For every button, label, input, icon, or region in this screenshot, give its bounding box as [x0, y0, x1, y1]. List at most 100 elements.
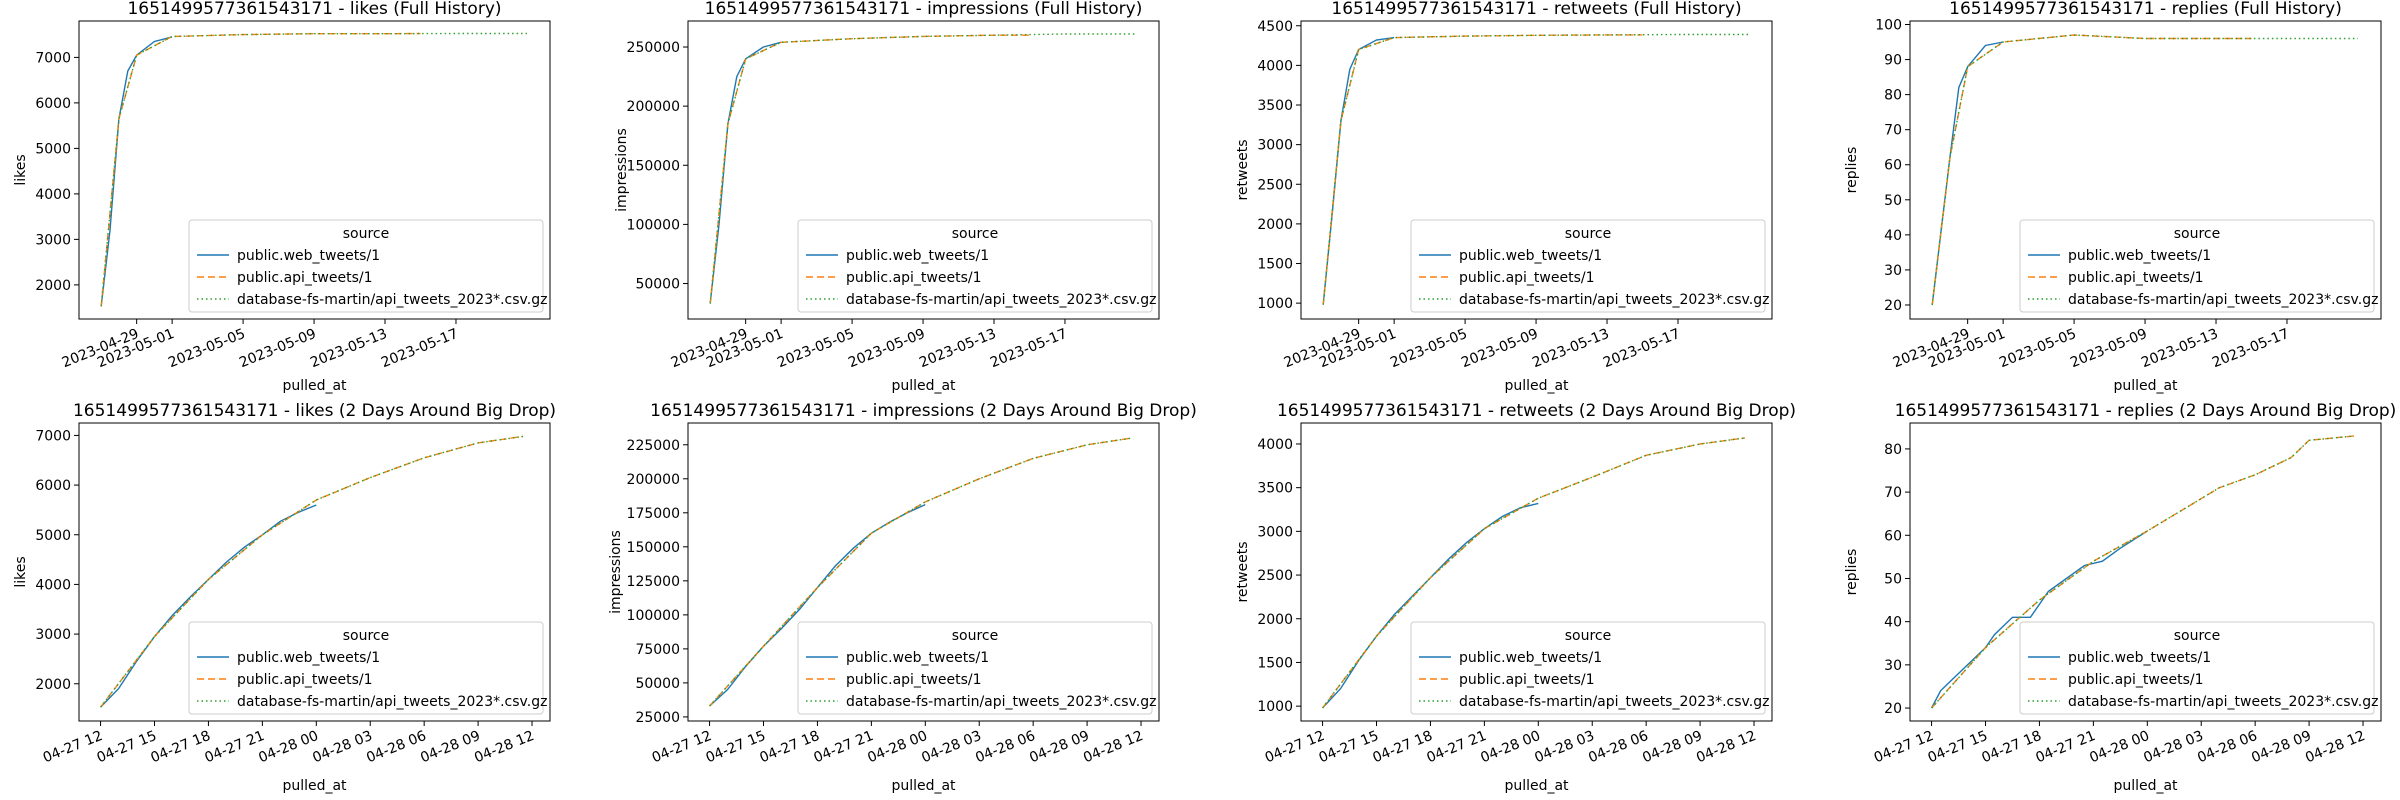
x-tick-label: 04-27 12	[650, 728, 714, 766]
series-line	[100, 36, 173, 307]
chart-title: 1651499577361543171 - impressions (2 Day…	[650, 401, 1197, 421]
y-tick-label: 3500	[1257, 98, 1293, 114]
legend-title: source	[1565, 226, 1612, 242]
x-tick-label: 04-28 06	[973, 728, 1037, 766]
x-tick-label: 04-27 21	[203, 728, 267, 766]
x-tick-label: 04-28 09	[1027, 728, 1091, 766]
y-tick-label: 175000	[627, 506, 680, 522]
legend: source public.web_tweets/1 public.api_twee…	[797, 219, 1156, 313]
y-tick-label: 50000	[635, 676, 680, 692]
chart-title: 1651499577361543171 - retweets (2 Days A…	[1277, 401, 1796, 421]
x-tick-label: 04-27 12	[41, 728, 105, 766]
y-tick-label: 7000	[35, 428, 71, 444]
y-tick-label: 80	[1884, 88, 1902, 104]
x-tick-label: 2023-05-05	[1388, 326, 1469, 371]
legend-label: database-fs-martin/api_tweets_2023*.csv.…	[237, 694, 547, 710]
y-tick-label: 200000	[627, 99, 680, 115]
legend-label: public.api_tweets/1	[2068, 672, 2204, 688]
x-tick-label: 2023-05-13	[1530, 326, 1611, 371]
y-tick-label: 100	[1875, 18, 1902, 34]
x-tick-label: 2023-05-17	[379, 326, 460, 371]
series-line	[1322, 36, 1395, 305]
x-axis-label: pulled_at	[2113, 378, 2178, 394]
y-tick-label: 3000	[35, 627, 71, 643]
x-tick-label: 04-28 09	[1640, 728, 1704, 766]
legend-title: source	[2174, 226, 2221, 242]
y-tick-label: 5000	[35, 141, 71, 157]
y-axis-label: replies	[1844, 147, 1860, 194]
y-tick-label: 225000	[627, 438, 680, 454]
legend-title: source	[2174, 628, 2221, 644]
x-tick-label: 2023-05-17	[2210, 326, 2291, 371]
y-tick-label: 7000	[35, 50, 71, 66]
x-tick-label: 04-27 21	[1425, 728, 1489, 766]
x-tick-label: 04-28 09	[2249, 728, 2313, 766]
x-tick-label: 04-27 12	[1872, 728, 1936, 766]
y-tick-label: 150000	[627, 158, 680, 174]
legend-label: database-fs-martin/api_tweets_2023*.csv.…	[237, 292, 547, 308]
y-tick-label: 50	[1884, 193, 1902, 209]
axes-frame	[78, 422, 551, 722]
legend: source public.web_tweets/1 public.api_twee…	[797, 621, 1156, 715]
y-axis-label: likes	[13, 556, 29, 587]
legend: source public.web_tweets/1 public.api_twee…	[1410, 219, 1769, 313]
y-tick-label: 75000	[635, 642, 680, 658]
legend-label: database-fs-martin/api_tweets_2023*.csv.…	[846, 694, 1156, 710]
legend-title: source	[343, 628, 390, 644]
x-tick-label: 2023-05-13	[917, 326, 998, 371]
axes-frame	[687, 422, 1160, 722]
y-tick-label: 3500	[1257, 481, 1293, 497]
chart-title: 1651499577361543171 - likes (2 Days Arou…	[73, 401, 556, 421]
y-tick-label: 4000	[1257, 437, 1293, 453]
legend-box	[797, 219, 1153, 313]
subplot: 1651499577361543171 - likes (2 Days Arou…	[13, 401, 556, 794]
legend-box	[1410, 219, 1766, 313]
legend: source public.web_tweets/1 public.api_twee…	[2019, 621, 2378, 715]
legend-label: public.api_tweets/1	[846, 672, 982, 688]
series-line	[1322, 34, 1643, 305]
y-tick-label: 6000	[35, 478, 71, 494]
y-tick-label: 90	[1884, 53, 1902, 69]
x-tick-label: 04-28 12	[1081, 728, 1145, 766]
y-tick-label: 4500	[1257, 19, 1293, 35]
y-tick-label: 2000	[35, 278, 71, 294]
y-tick-label: 1000	[1257, 296, 1293, 312]
y-tick-label: 1500	[1257, 257, 1293, 273]
y-tick-label: 40	[1884, 228, 1902, 244]
y-tick-label: 50000	[635, 277, 680, 293]
legend-label: public.web_tweets/1	[2068, 248, 2211, 264]
subplot: 1651499577361543171 - replies (2 Days Ar…	[1844, 401, 2396, 794]
legend-title: source	[952, 628, 999, 644]
legend: source public.web_tweets/1 public.api_twee…	[2019, 219, 2378, 313]
x-tick-label: 2023-05-09	[237, 326, 318, 371]
y-tick-label: 70	[1884, 485, 1902, 501]
y-tick-label: 3000	[35, 232, 71, 248]
y-axis-label: replies	[1844, 549, 1860, 596]
y-tick-label: 25000	[635, 710, 680, 726]
y-tick-label: 2000	[1257, 612, 1293, 628]
y-tick-label: 125000	[627, 574, 680, 590]
legend-title: source	[1565, 628, 1612, 644]
y-tick-label: 2500	[1257, 177, 1293, 193]
axes-frame	[1300, 422, 1773, 722]
legend: source public.web_tweets/1 public.api_twee…	[188, 621, 547, 715]
series-line	[709, 41, 782, 304]
x-tick-label: 2023-05-05	[775, 326, 856, 371]
y-axis-label: likes	[13, 154, 29, 185]
x-tick-label: 04-27 18	[149, 728, 213, 766]
x-tick-label: 04-28 12	[2303, 728, 2367, 766]
subplot: 1651499577361543171 - retweets (Full His…	[1235, 0, 1773, 394]
legend-label: public.web_tweets/1	[237, 248, 380, 264]
legend-label: database-fs-martin/api_tweets_2023*.csv.…	[2068, 292, 2378, 308]
x-tick-label: 04-28 09	[418, 728, 482, 766]
y-tick-label: 30	[1884, 658, 1902, 674]
legend-label: public.web_tweets/1	[237, 650, 380, 666]
y-tick-label: 3000	[1257, 524, 1293, 540]
y-axis-label: impressions	[614, 128, 630, 212]
legend-box	[2019, 621, 2375, 715]
x-tick-label: 2023-05-09	[2068, 326, 2149, 371]
subplot: 1651499577361543171 - retweets (2 Days A…	[1235, 401, 1796, 794]
legend: source public.web_tweets/1 public.api_twee…	[188, 219, 547, 313]
series-line	[100, 435, 524, 708]
x-axis-label: pulled_at	[891, 378, 956, 394]
